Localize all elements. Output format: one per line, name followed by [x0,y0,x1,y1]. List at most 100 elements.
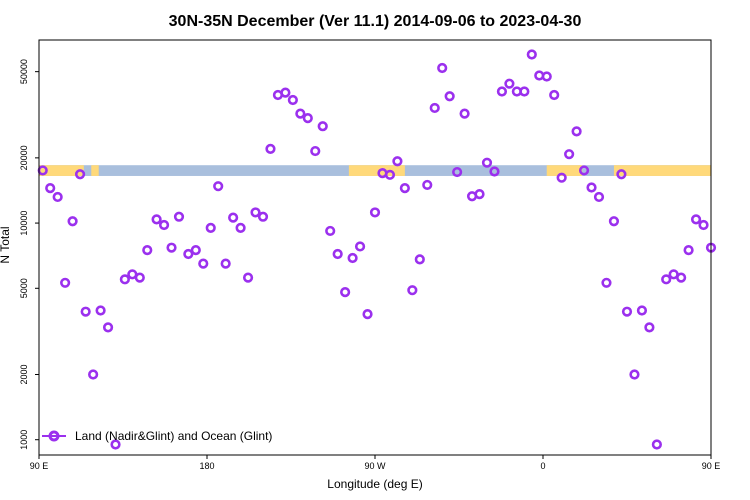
data-point [88,369,99,380]
data-point [183,248,194,260]
land-band-segment [39,165,84,176]
data-point [621,306,633,317]
data-point [228,212,239,223]
x-tick-label: 90 E [30,461,49,471]
data-point [384,169,396,180]
data-point [110,439,121,450]
data-point [578,165,590,176]
data-point [332,248,343,260]
data-point [119,274,130,285]
data-point [158,219,170,231]
data-point [80,306,91,317]
data-point [698,219,709,231]
data-point [651,439,662,450]
x-axis-label: Longitude (deg E) [327,477,422,491]
data-point [571,126,582,137]
data-point [362,309,373,320]
land-band-segment [348,165,405,176]
data-point [608,216,620,227]
y-tick-label: 50000 [19,59,29,84]
chart-title: 30N-35N December (Ver 11.1) 2014-09-06 t… [169,13,582,30]
data-point [690,214,702,225]
legend: Land (Nadir&Glint) and Ocean (Glint) [42,429,272,443]
data-point [151,214,162,225]
data-point [52,191,63,203]
x-tick-label: 0 [540,461,545,471]
data-point [310,145,321,157]
data-point [474,189,485,200]
data-point [481,157,493,168]
data-point [399,183,410,194]
data-point [496,86,508,97]
y-axis-label: N Total [0,226,12,263]
data-point [429,102,440,114]
data-point [102,322,114,333]
y-tick-label: 5000 [19,278,29,298]
data-point [142,245,153,256]
data-point [504,78,515,89]
y-tick-label: 10000 [19,211,29,236]
data-point [636,305,648,316]
data-point [295,108,306,119]
data-point [541,71,552,82]
data-point [198,258,209,269]
legend-label: Land (Nadir&Glint) and Ocean (Glint) [75,429,272,443]
data-point [452,166,463,178]
data-point [134,272,145,283]
data-point [616,169,627,180]
surface-band [39,165,711,176]
land-band-segment [91,165,99,176]
data-point [414,254,425,265]
legend-marker [48,430,60,442]
data-point [629,369,640,380]
x-tick-label: 90 E [702,461,721,471]
data-point [95,305,106,316]
y-tick-label: 1000 [19,430,29,450]
data-point [250,207,261,218]
y-tick-label: 20000 [19,145,29,170]
data-point [644,322,655,333]
data-point [302,113,313,124]
data-point [526,49,537,60]
land-band-segment [613,165,711,176]
data-point [257,211,269,222]
data-point [60,277,71,288]
data-point [317,121,328,132]
data-point [407,285,418,296]
data-point [586,182,597,193]
data-point [340,287,351,298]
data-point [354,241,366,252]
data-point [556,172,567,183]
data-point [392,156,403,167]
y-tick-label: 2000 [19,364,29,384]
data-point [459,108,470,119]
data-point [280,87,291,98]
data-point [489,166,500,177]
data-point [205,222,216,234]
data-point [67,216,78,227]
data-point [74,169,86,180]
land-band-segment [546,165,583,176]
data-point [235,222,246,234]
data-point [190,245,201,256]
y-axis-ticks: 1000 2000 5000 10000 20000 50000 [19,59,39,450]
data-point [519,86,530,97]
data-point [347,252,358,264]
data-point [601,277,612,288]
data-point [325,225,336,237]
data-point [265,143,276,154]
data-point [220,258,231,269]
data-point [437,62,448,74]
data-point [661,274,672,285]
data-point [369,207,381,218]
data-point [213,181,224,192]
data-point [173,211,185,222]
data-points [37,49,717,450]
data-point [549,89,560,101]
data-point [287,94,298,106]
data-point [683,245,694,256]
data-point [45,183,56,194]
data-point [564,149,575,160]
